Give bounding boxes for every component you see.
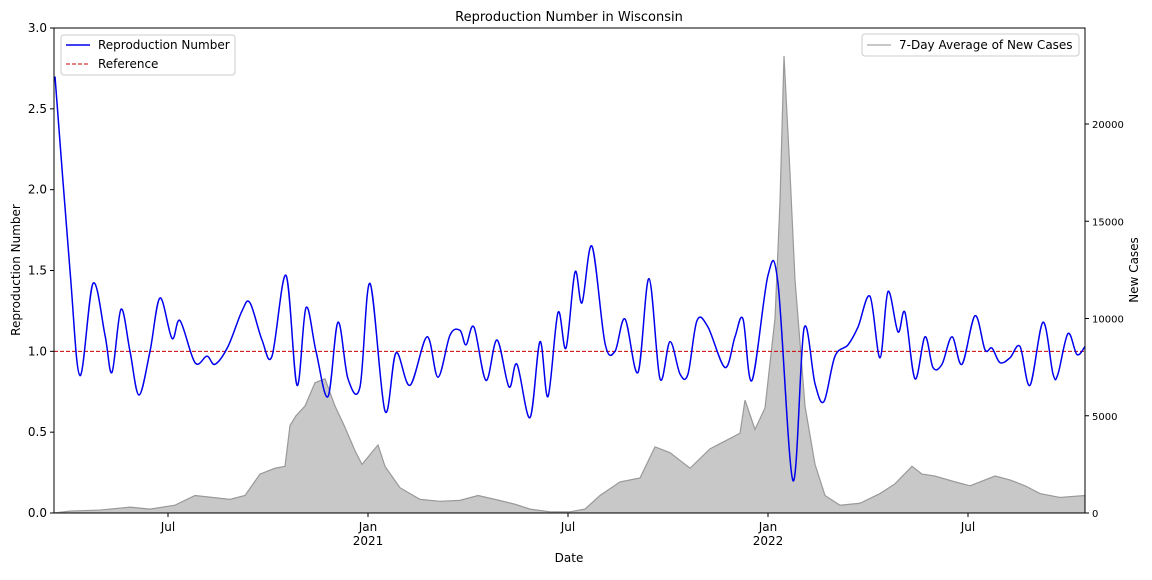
- r-line: [54, 76, 1085, 482]
- x-tick-label: Jan 2022: [753, 520, 784, 548]
- y-tick-label: 2.0: [28, 183, 47, 197]
- y-axis-label: Reproduction Number: [9, 204, 23, 336]
- y2-tick-label: 15000: [1092, 217, 1124, 228]
- y2-tick-label: 0: [1092, 509, 1098, 520]
- x-tick-label: Jan 2021: [353, 520, 384, 548]
- y2-axis-label: New Cases: [1127, 237, 1141, 303]
- x-tick-label: Jul: [960, 520, 975, 534]
- legend-label: Reproduction Number: [98, 38, 230, 52]
- y-tick-label: 0.5: [28, 425, 47, 439]
- y2-tick-label: 10000: [1092, 315, 1124, 326]
- y2-tick-label: 5000: [1092, 412, 1117, 423]
- legend-box: [60, 34, 236, 76]
- x-tick-label: Jul: [160, 520, 175, 534]
- y2-tick-label: 20000: [1092, 120, 1124, 131]
- chart-title: Reproduction Number in Wisconsin: [455, 10, 683, 25]
- y-tick-label: 1.0: [28, 344, 47, 358]
- x-tick-label: Jul: [560, 520, 575, 534]
- y-tick-label: 1.5: [28, 264, 47, 278]
- cases-area: [54, 55, 1085, 513]
- legend-box: [861, 33, 1080, 57]
- y-tick-label: 0.0: [28, 506, 47, 520]
- y-tick-label: 3.0: [28, 21, 47, 35]
- legend-label: Reference: [98, 57, 158, 71]
- y-tick-label: 2.5: [28, 102, 47, 116]
- x-axis-label: Date: [555, 551, 584, 565]
- legend-label: 7-Day Average of New Cases: [899, 38, 1073, 52]
